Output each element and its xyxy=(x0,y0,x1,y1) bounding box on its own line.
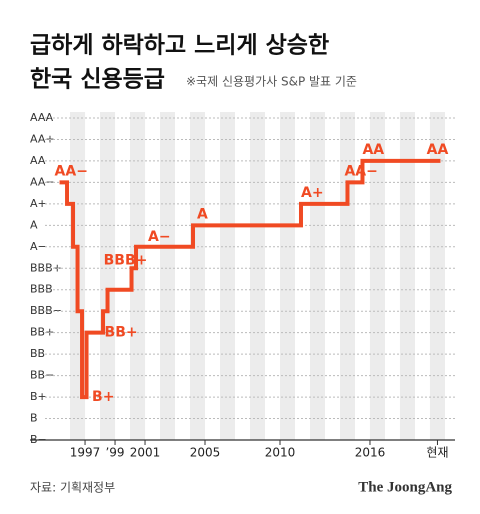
year-stripe xyxy=(220,112,236,440)
y-tick-label: AAA xyxy=(30,111,54,124)
year-stripe xyxy=(369,112,385,440)
year-stripe xyxy=(339,112,355,440)
data-label: BB+ xyxy=(105,325,138,341)
data-label: AA− xyxy=(55,163,88,179)
x-tick-label: 현재 xyxy=(426,446,448,460)
y-tick-label: AA− xyxy=(30,175,55,188)
rating-line xyxy=(59,158,441,400)
data-label: A xyxy=(197,206,208,222)
y-tick-label: A+ xyxy=(30,197,47,210)
data-label: B+ xyxy=(92,389,114,405)
x-tick-label: 1997 xyxy=(70,446,101,460)
data-label: AA xyxy=(362,142,384,158)
y-tick-label: BBB xyxy=(30,283,53,296)
x-tick-label: 2005 xyxy=(190,446,221,460)
y-tick-label: AA+ xyxy=(30,132,55,145)
brand: The JoongAng xyxy=(358,479,452,495)
year-stripe xyxy=(309,112,325,440)
year-stripe xyxy=(399,112,415,440)
chart-title-line: 급하게 하락하고 느리게 상승한 xyxy=(30,33,329,59)
year-stripe xyxy=(130,112,146,440)
year-stripe xyxy=(100,112,116,440)
y-tick-label: B xyxy=(30,412,38,425)
year-stripe xyxy=(279,112,295,440)
year-stripe xyxy=(250,112,265,440)
y-tick-label: B+ xyxy=(30,390,47,403)
data-label: AA− xyxy=(344,163,377,179)
y-tick-label: AA xyxy=(30,154,46,167)
x-tick-label: 2001 xyxy=(130,446,161,460)
x-tick-label: 2016 xyxy=(355,446,386,460)
year-stripe xyxy=(190,112,206,440)
chart-subtitle: ※국제 신용평가사 S&P 발표 기준 xyxy=(186,75,357,89)
year-stripe xyxy=(160,112,176,440)
data-label: BBB+ xyxy=(104,252,148,268)
source: 자료: 기획재정부 xyxy=(30,481,115,495)
y-tick-label: BB− xyxy=(30,369,54,382)
data-label: A− xyxy=(148,229,171,245)
y-tick-label: A− xyxy=(30,240,47,253)
x-tick-label: 2010 xyxy=(265,446,296,460)
data-label: AA xyxy=(427,142,449,158)
y-tick-label: A xyxy=(30,218,38,231)
y-tick-label: BB+ xyxy=(30,326,54,339)
chart-title-line: 한국 신용등급 xyxy=(30,67,165,93)
x-tick-label: ’99 xyxy=(105,446,124,460)
year-stripe xyxy=(429,112,445,440)
data-label: A+ xyxy=(301,185,324,201)
y-tick-label: BB xyxy=(30,347,45,360)
